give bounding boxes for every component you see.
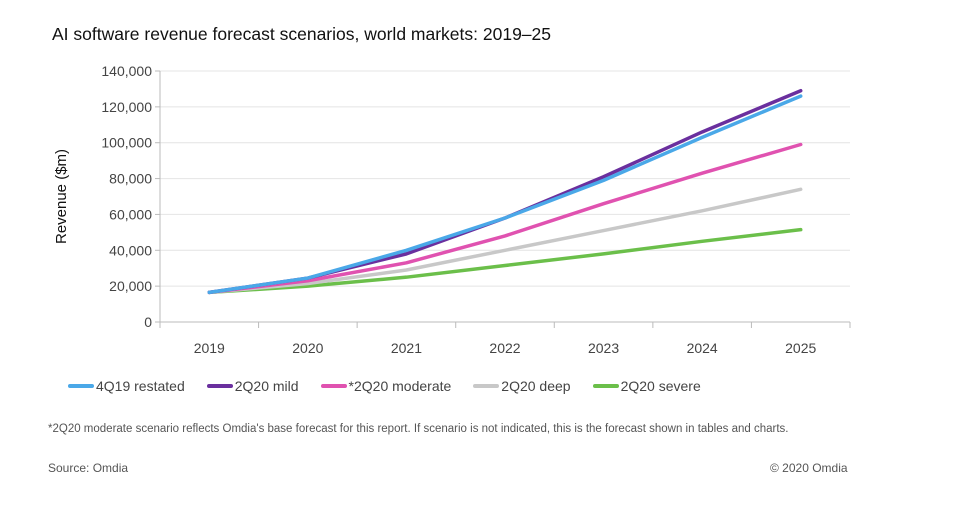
legend-item: 2Q20 severe — [592, 378, 701, 394]
y-tick-label: 20,000 — [109, 278, 152, 294]
legend-swatch — [592, 384, 619, 388]
x-tick-label: 2022 — [489, 340, 520, 356]
y-tick-label: 100,000 — [101, 135, 152, 151]
x-tick-label: 2019 — [194, 340, 225, 356]
x-tick-label: 2023 — [588, 340, 619, 356]
legend-swatch — [320, 384, 347, 388]
y-tick-label: 40,000 — [109, 242, 152, 258]
y-axis-label: Revenue ($m) — [53, 149, 70, 244]
line-chart: 0 20,000 40,000 60,000 80,000 100,000 120,000 1… — [53, 63, 851, 356]
legend: 4Q19 restated 2Q20 mild *2Q20 moderate 2Q20… — [68, 378, 701, 394]
series-line — [207, 94, 803, 295]
x-tick-label: 2021 — [391, 340, 422, 356]
footnote: *2Q20 moderate scenario reflects Omdia's… — [48, 423, 789, 435]
legend-label: 2Q20 mild — [234, 378, 299, 394]
y-tick-label: 140,000 — [101, 63, 152, 79]
y-tick-label: 0 — [144, 314, 152, 330]
x-tick-label: 2024 — [687, 340, 718, 356]
series-line — [207, 88, 803, 295]
legend-item: 2Q20 deep — [473, 378, 571, 394]
x-tick-label: 2025 — [785, 340, 816, 356]
x-tick-label: 2020 — [292, 340, 323, 356]
legend-label: 2Q20 severe — [620, 378, 701, 394]
y-tick-label: 80,000 — [109, 171, 152, 187]
legend-item: 4Q19 restated — [68, 378, 185, 394]
legend-item: 2Q20 mild — [206, 378, 299, 394]
legend-item: *2Q20 moderate — [320, 378, 452, 394]
chart-title: AI software revenue forecast scenarios, … — [52, 24, 551, 44]
source: Source: Omdia — [48, 461, 129, 475]
y-tick-label: 120,000 — [101, 99, 152, 115]
series-line — [207, 227, 803, 295]
copyright: © 2020 Omdia — [770, 461, 848, 475]
series-line — [207, 187, 803, 295]
legend-swatch — [206, 384, 233, 388]
legend-swatch — [68, 384, 94, 388]
legend-label: *2Q20 moderate — [348, 378, 452, 394]
legend-label: 4Q19 restated — [96, 378, 185, 394]
legend-swatch — [473, 384, 500, 388]
y-tick-label: 60,000 — [109, 206, 152, 222]
legend-label: 2Q20 deep — [501, 378, 571, 394]
series-line — [207, 142, 803, 295]
